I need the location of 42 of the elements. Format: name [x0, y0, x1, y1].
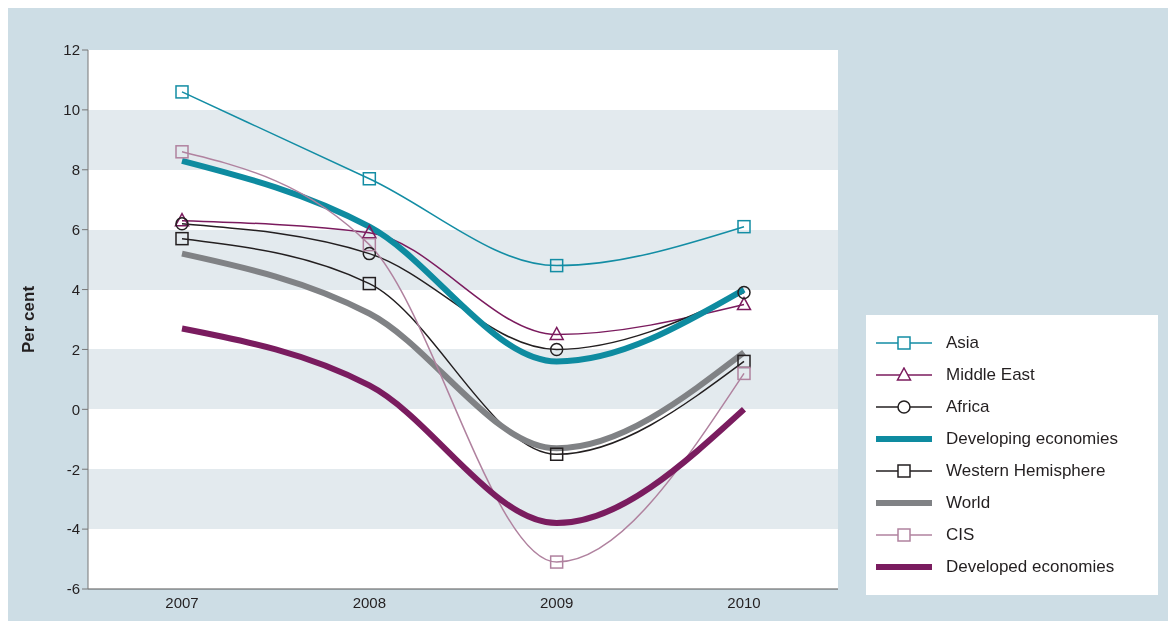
y-tick-label: -2 [66, 460, 80, 478]
point [549, 555, 564, 569]
point [549, 447, 564, 461]
y-tick-label: 12 [63, 41, 80, 59]
point [362, 276, 377, 291]
point [549, 342, 564, 357]
point [175, 231, 189, 246]
point [549, 326, 564, 341]
point [737, 366, 751, 381]
point [737, 285, 751, 300]
y-tick-label: -6 [66, 580, 80, 598]
legend-label: Asia [946, 333, 980, 353]
legend-label: Developed economies [946, 557, 1115, 577]
point [175, 145, 189, 159]
legend-label: CIS [946, 525, 975, 545]
point [362, 172, 377, 186]
y-tick-label: 6 [71, 220, 80, 238]
y-tick-label: 10 [63, 101, 80, 119]
point [549, 258, 564, 273]
y-tick-label: 8 [71, 161, 80, 179]
x-tick-label: 2008 [352, 593, 387, 611]
legend-label: Developing economies [946, 429, 1118, 449]
point [362, 237, 377, 252]
y-tick-label: 2 [71, 340, 80, 358]
x-tick-label: 2007 [165, 593, 199, 611]
point [736, 296, 752, 311]
point [362, 246, 377, 261]
point [174, 212, 190, 227]
legend-label: World [946, 493, 991, 513]
x-tick-label: 2009 [539, 593, 574, 611]
legend-label: Middle East [946, 365, 1035, 385]
point [362, 224, 377, 239]
y-tick-label: -4 [66, 520, 80, 538]
point [737, 219, 751, 234]
legend-label: Western Hemisphere [946, 461, 1106, 481]
x-tick-label: 2010 [727, 593, 761, 611]
point [175, 216, 189, 231]
y-axis-title: Per cent [19, 285, 39, 354]
y-tick-label: 4 [71, 280, 80, 298]
legend-label: Africa [946, 397, 990, 417]
y-tick-label: 0 [71, 400, 80, 418]
point [175, 85, 189, 99]
